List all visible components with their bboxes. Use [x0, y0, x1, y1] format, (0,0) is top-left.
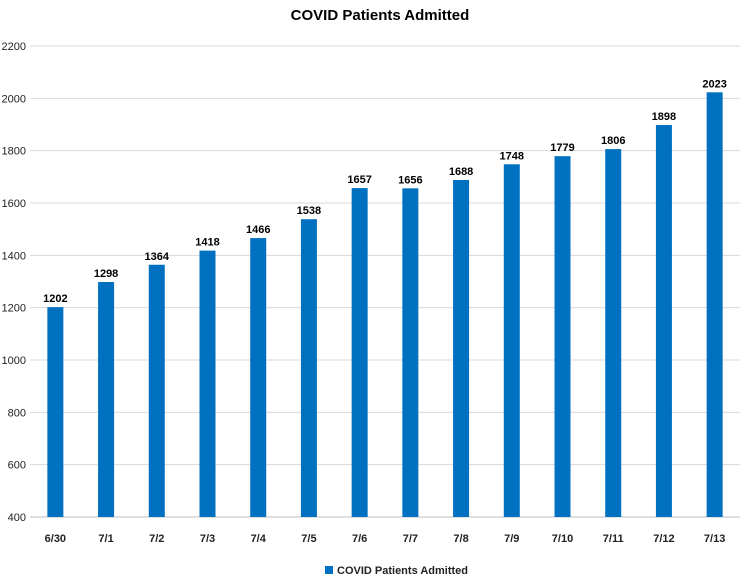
y-axis: 400 600 800 1000 1200 1400 1600 1800 2000 2200 — [2, 41, 26, 524]
x-tick-label: 7/1 — [98, 533, 113, 545]
gridlines — [30, 45, 740, 518]
bar — [300, 219, 317, 517]
bar — [47, 307, 64, 517]
data-label: 1466 — [246, 224, 270, 236]
bar — [655, 125, 672, 518]
legend: COVID Patients Admitted — [325, 565, 468, 577]
legend-swatch — [325, 566, 333, 574]
data-label: 1748 — [500, 150, 524, 162]
chart-title: COVID Patients Admitted — [291, 7, 470, 24]
x-tick-label: 7/3 — [200, 533, 215, 545]
x-tick-label: 7/9 — [504, 533, 519, 545]
x-tick-label: 7/6 — [352, 533, 367, 545]
x-tick-label: 7/13 — [704, 533, 725, 545]
data-label: 1298 — [94, 268, 118, 280]
data-labels: 1202 1298 1364 1418 1466 1538 1657 1656 1688 1748… — [43, 78, 727, 305]
legend-label: COVID Patients Admitted — [337, 565, 468, 577]
data-label: 2023 — [702, 78, 726, 90]
y-tick-label: 400 — [8, 512, 26, 524]
bar — [706, 92, 723, 517]
data-label: 1657 — [347, 174, 371, 186]
x-tick-label: 7/7 — [403, 533, 418, 545]
y-tick-label: 1400 — [2, 250, 26, 262]
x-tick-label: 7/10 — [552, 533, 573, 545]
data-label: 1418 — [195, 237, 219, 249]
bar — [503, 164, 520, 518]
data-label: 1202 — [43, 293, 67, 305]
bar — [98, 282, 115, 517]
y-tick-label: 1800 — [2, 146, 26, 158]
data-label: 1538 — [297, 205, 321, 217]
y-tick-label: 2000 — [2, 93, 26, 105]
bar — [199, 250, 216, 517]
bar — [554, 156, 571, 517]
y-tick-label: 2200 — [2, 41, 26, 53]
x-tick-label: 7/5 — [301, 533, 316, 545]
bar — [351, 188, 368, 517]
y-tick-label: 1600 — [2, 198, 26, 210]
data-label: 1779 — [550, 142, 574, 154]
data-label: 1656 — [398, 174, 422, 186]
x-tick-label: 7/11 — [603, 533, 624, 545]
bar — [148, 264, 165, 517]
bars — [47, 92, 723, 518]
x-tick-label: 7/8 — [453, 533, 468, 545]
y-tick-label: 800 — [8, 407, 26, 419]
data-label: 1806 — [601, 135, 625, 147]
x-tick-label: 7/12 — [653, 533, 674, 545]
x-tick-label: 6/30 — [45, 533, 66, 545]
data-label: 1688 — [449, 166, 473, 178]
y-tick-label: 1200 — [2, 303, 26, 315]
data-label: 1364 — [145, 251, 170, 263]
x-axis: 6/30 7/1 7/2 7/3 7/4 7/5 7/6 7/7 7/8 7/9 7/10 7/11 7… — [45, 533, 726, 545]
x-tick-label: 7/4 — [251, 533, 267, 545]
x-tick-label: 7/2 — [149, 533, 164, 545]
bar — [402, 188, 419, 517]
data-label: 1898 — [652, 111, 676, 123]
y-tick-label: 600 — [8, 460, 26, 472]
bar — [453, 179, 470, 517]
bar — [250, 238, 267, 517]
bar — [605, 149, 622, 517]
y-tick-label: 1000 — [2, 355, 26, 367]
